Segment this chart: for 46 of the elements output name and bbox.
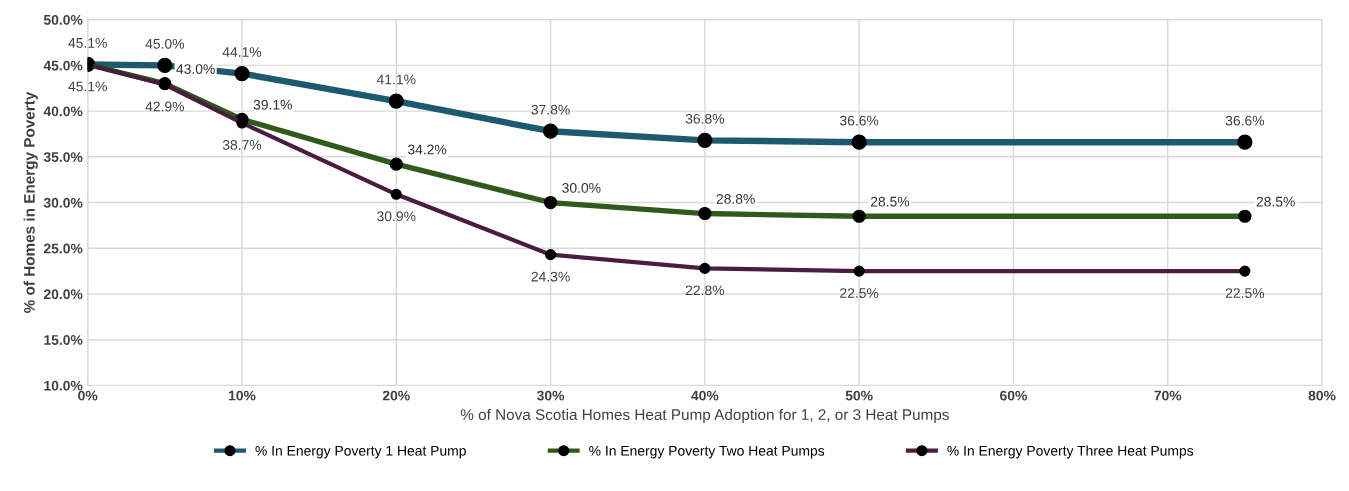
y-tick-label: 15.0% xyxy=(44,335,83,345)
y-tick-label: 30.0% xyxy=(43,197,83,208)
y-tick-label: 35.0% xyxy=(43,152,83,162)
x-tick-label: 10% xyxy=(228,390,256,401)
data-label: 28.8% xyxy=(716,193,755,204)
y-tick-label: 10.0% xyxy=(44,380,83,391)
y-tick-label: 45.0% xyxy=(43,60,83,71)
data-label: 45.1% xyxy=(68,81,107,92)
data-label: 36.8% xyxy=(685,113,725,124)
x-tick-label: 50% xyxy=(845,390,873,401)
x-tick-label: 70% xyxy=(1154,390,1182,401)
data-label: 39.1% xyxy=(253,99,292,110)
data-label: 42.9% xyxy=(145,101,185,112)
data-label: 30.9% xyxy=(377,211,416,222)
legend-label: % In Energy Poverty Two Heat Pumps xyxy=(589,445,825,459)
data-label: 45.1% xyxy=(68,38,107,48)
x-tick-label: 0% xyxy=(78,390,98,401)
data-label: 22.5% xyxy=(840,288,879,298)
data-label: 36.6% xyxy=(839,115,879,126)
data-label: 44.1% xyxy=(222,47,262,57)
y-tick-label: 50.0% xyxy=(43,14,83,25)
y-tick-label: 40.0% xyxy=(43,106,83,117)
x-tick-label: 40% xyxy=(691,390,719,401)
data-label: 36.6% xyxy=(1225,115,1265,126)
y-tick-label: 25.0% xyxy=(43,243,83,254)
x-tick-label: 30% xyxy=(536,390,565,401)
data-label: 28.5% xyxy=(870,196,910,207)
data-label: 22.8% xyxy=(685,285,725,296)
data-label: 30.0% xyxy=(562,183,601,193)
data-label: 24.3% xyxy=(531,271,570,282)
legend-label: % In Energy Poverty Three Heat Pumps xyxy=(947,445,1194,459)
data-label: 22.5% xyxy=(1225,288,1265,298)
data-label: 28.5% xyxy=(1256,196,1295,207)
x-axis-title: % of Nova Scotia Homes Heat Pump Adoption for 1, 2, or 3 Heat Pumps xyxy=(460,408,949,424)
data-label: 45.0% xyxy=(145,38,185,49)
x-tick-label: 80% xyxy=(1308,390,1336,401)
y-tick-label: 20.0% xyxy=(43,289,83,300)
data-label: 34.2% xyxy=(407,144,447,155)
data-label: 38.7% xyxy=(222,140,262,150)
data-label: 41.1% xyxy=(376,74,416,85)
x-tick-label: 20% xyxy=(382,390,410,401)
y-axis-title: % of Homes in Energy Poverty xyxy=(23,91,38,313)
data-label: 37.8% xyxy=(531,104,570,115)
legend-label: % In Energy Poverty 1 Heat Pump xyxy=(255,445,466,459)
x-tick-label: 60% xyxy=(1000,390,1027,401)
data-label: 43.0% xyxy=(176,64,215,74)
